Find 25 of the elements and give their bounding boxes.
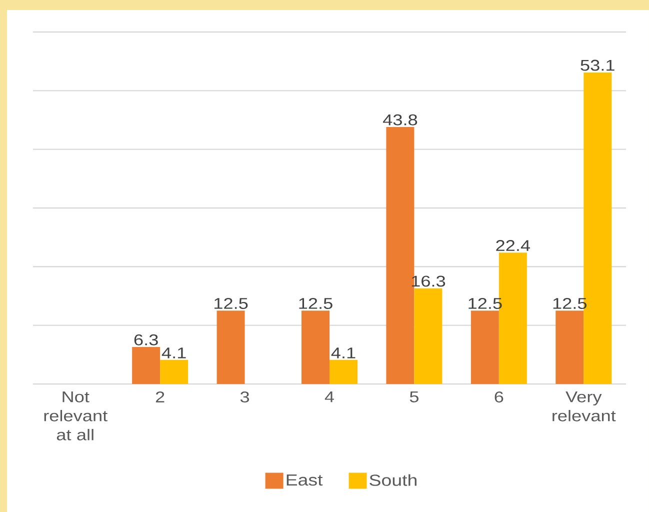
data-label: 22.4: [496, 240, 530, 251]
x-tick-label: 6: [494, 392, 504, 402]
bar: [216, 310, 245, 384]
bar: [330, 360, 358, 384]
bar: [302, 310, 330, 384]
bar: [414, 288, 442, 384]
data-label: 4.1: [162, 348, 186, 358]
bar: [470, 310, 499, 384]
data-label: 4.1: [331, 348, 356, 358]
data-label: 12.5: [214, 298, 248, 309]
x-tick-label: Not relevant at all: [44, 392, 108, 440]
x-tick-label: 5: [410, 392, 418, 402]
legend-label: East: [286, 474, 323, 486]
x-tick-label: 3: [240, 392, 250, 402]
data-label: 53.1: [580, 60, 614, 71]
bar: [132, 347, 160, 384]
bar: [556, 310, 584, 384]
legend-label: South: [370, 474, 416, 486]
data-label: 12.5: [299, 298, 332, 309]
x-tick-label: 2: [156, 392, 164, 402]
x-tick-label: 4: [324, 392, 334, 402]
data-label: 6.3: [134, 334, 158, 346]
x-tick-label: Very relevant: [552, 392, 616, 422]
data-label: 43.8: [382, 114, 418, 126]
bar: [160, 360, 188, 384]
